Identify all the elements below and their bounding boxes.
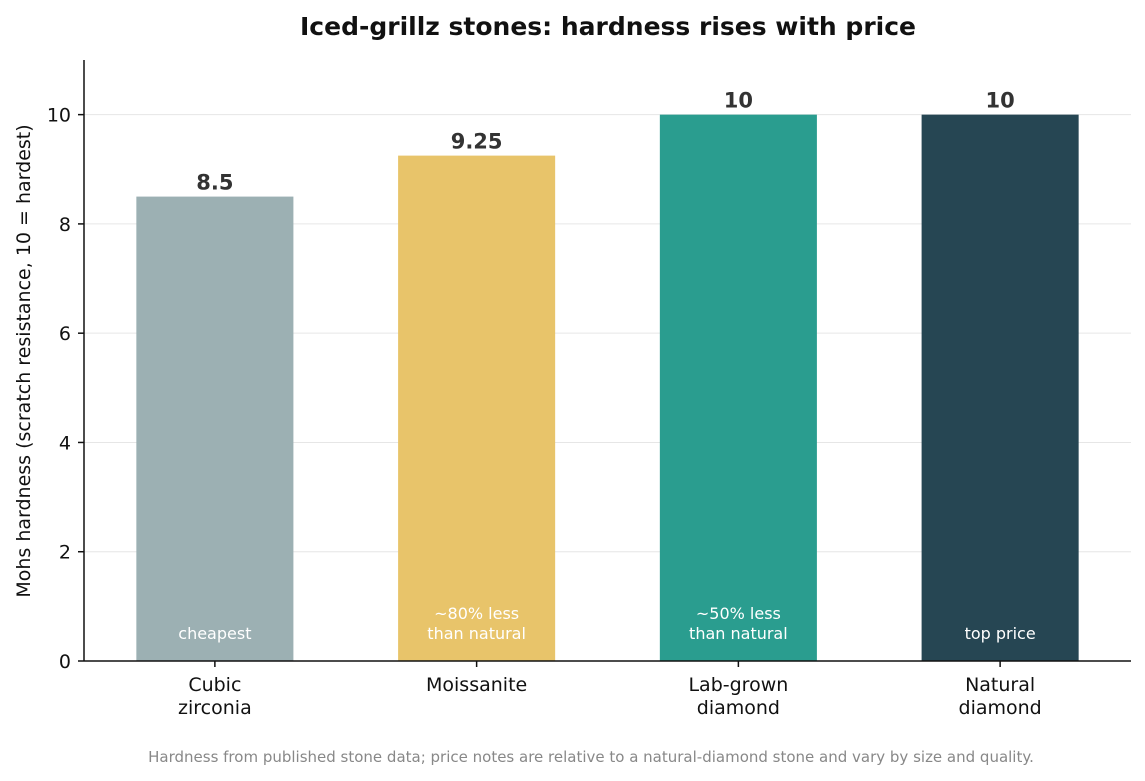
x-tick-label: Natural diamond bbox=[959, 674, 1042, 719]
bar-note: ~80% less than natural bbox=[427, 604, 526, 643]
bar-note: top price bbox=[965, 624, 1036, 643]
y-tick-label: 8 bbox=[59, 214, 71, 236]
value-labels: 8.5 9.25 10 10 bbox=[196, 89, 1014, 195]
y-tick-label: 4 bbox=[59, 432, 71, 454]
bar bbox=[398, 155, 556, 661]
chart-title: Iced-grillz stones: hardness rises with … bbox=[300, 12, 916, 41]
bar-note: cheapest bbox=[178, 624, 251, 643]
y-tick-label: 6 bbox=[59, 323, 71, 345]
value-label: 10 bbox=[986, 89, 1015, 113]
y-tick-label: 0 bbox=[59, 651, 71, 673]
value-label: 8.5 bbox=[196, 171, 233, 195]
bars bbox=[136, 114, 1079, 662]
x-tick-label: Moissanite bbox=[426, 674, 527, 696]
bar-note: ~50% less than natural bbox=[689, 604, 788, 643]
bar bbox=[659, 114, 817, 662]
y-tick-label: 10 bbox=[47, 105, 71, 127]
bar bbox=[921, 114, 1079, 662]
footnote: Hardness from published stone data; pric… bbox=[148, 748, 1034, 766]
x-ticks: Cubic zirconia Moissanite Lab-grown diamond N… bbox=[178, 661, 1042, 719]
bar-notes: cheapest ~80% less than natural ~50% less th… bbox=[178, 604, 1035, 643]
x-tick-label: Lab-grown diamond bbox=[688, 674, 788, 719]
x-tick-label: Cubic zirconia bbox=[178, 674, 252, 719]
value-label: 10 bbox=[724, 89, 753, 113]
y-ticks: 0 2 4 6 8 10 bbox=[47, 105, 84, 673]
bar bbox=[136, 196, 294, 661]
y-tick-label: 2 bbox=[59, 542, 71, 564]
axes bbox=[83, 60, 1131, 662]
y-axis-label: Mohs hardness (scratch resistance, 10 = … bbox=[13, 124, 35, 597]
value-label: 9.25 bbox=[451, 130, 503, 154]
